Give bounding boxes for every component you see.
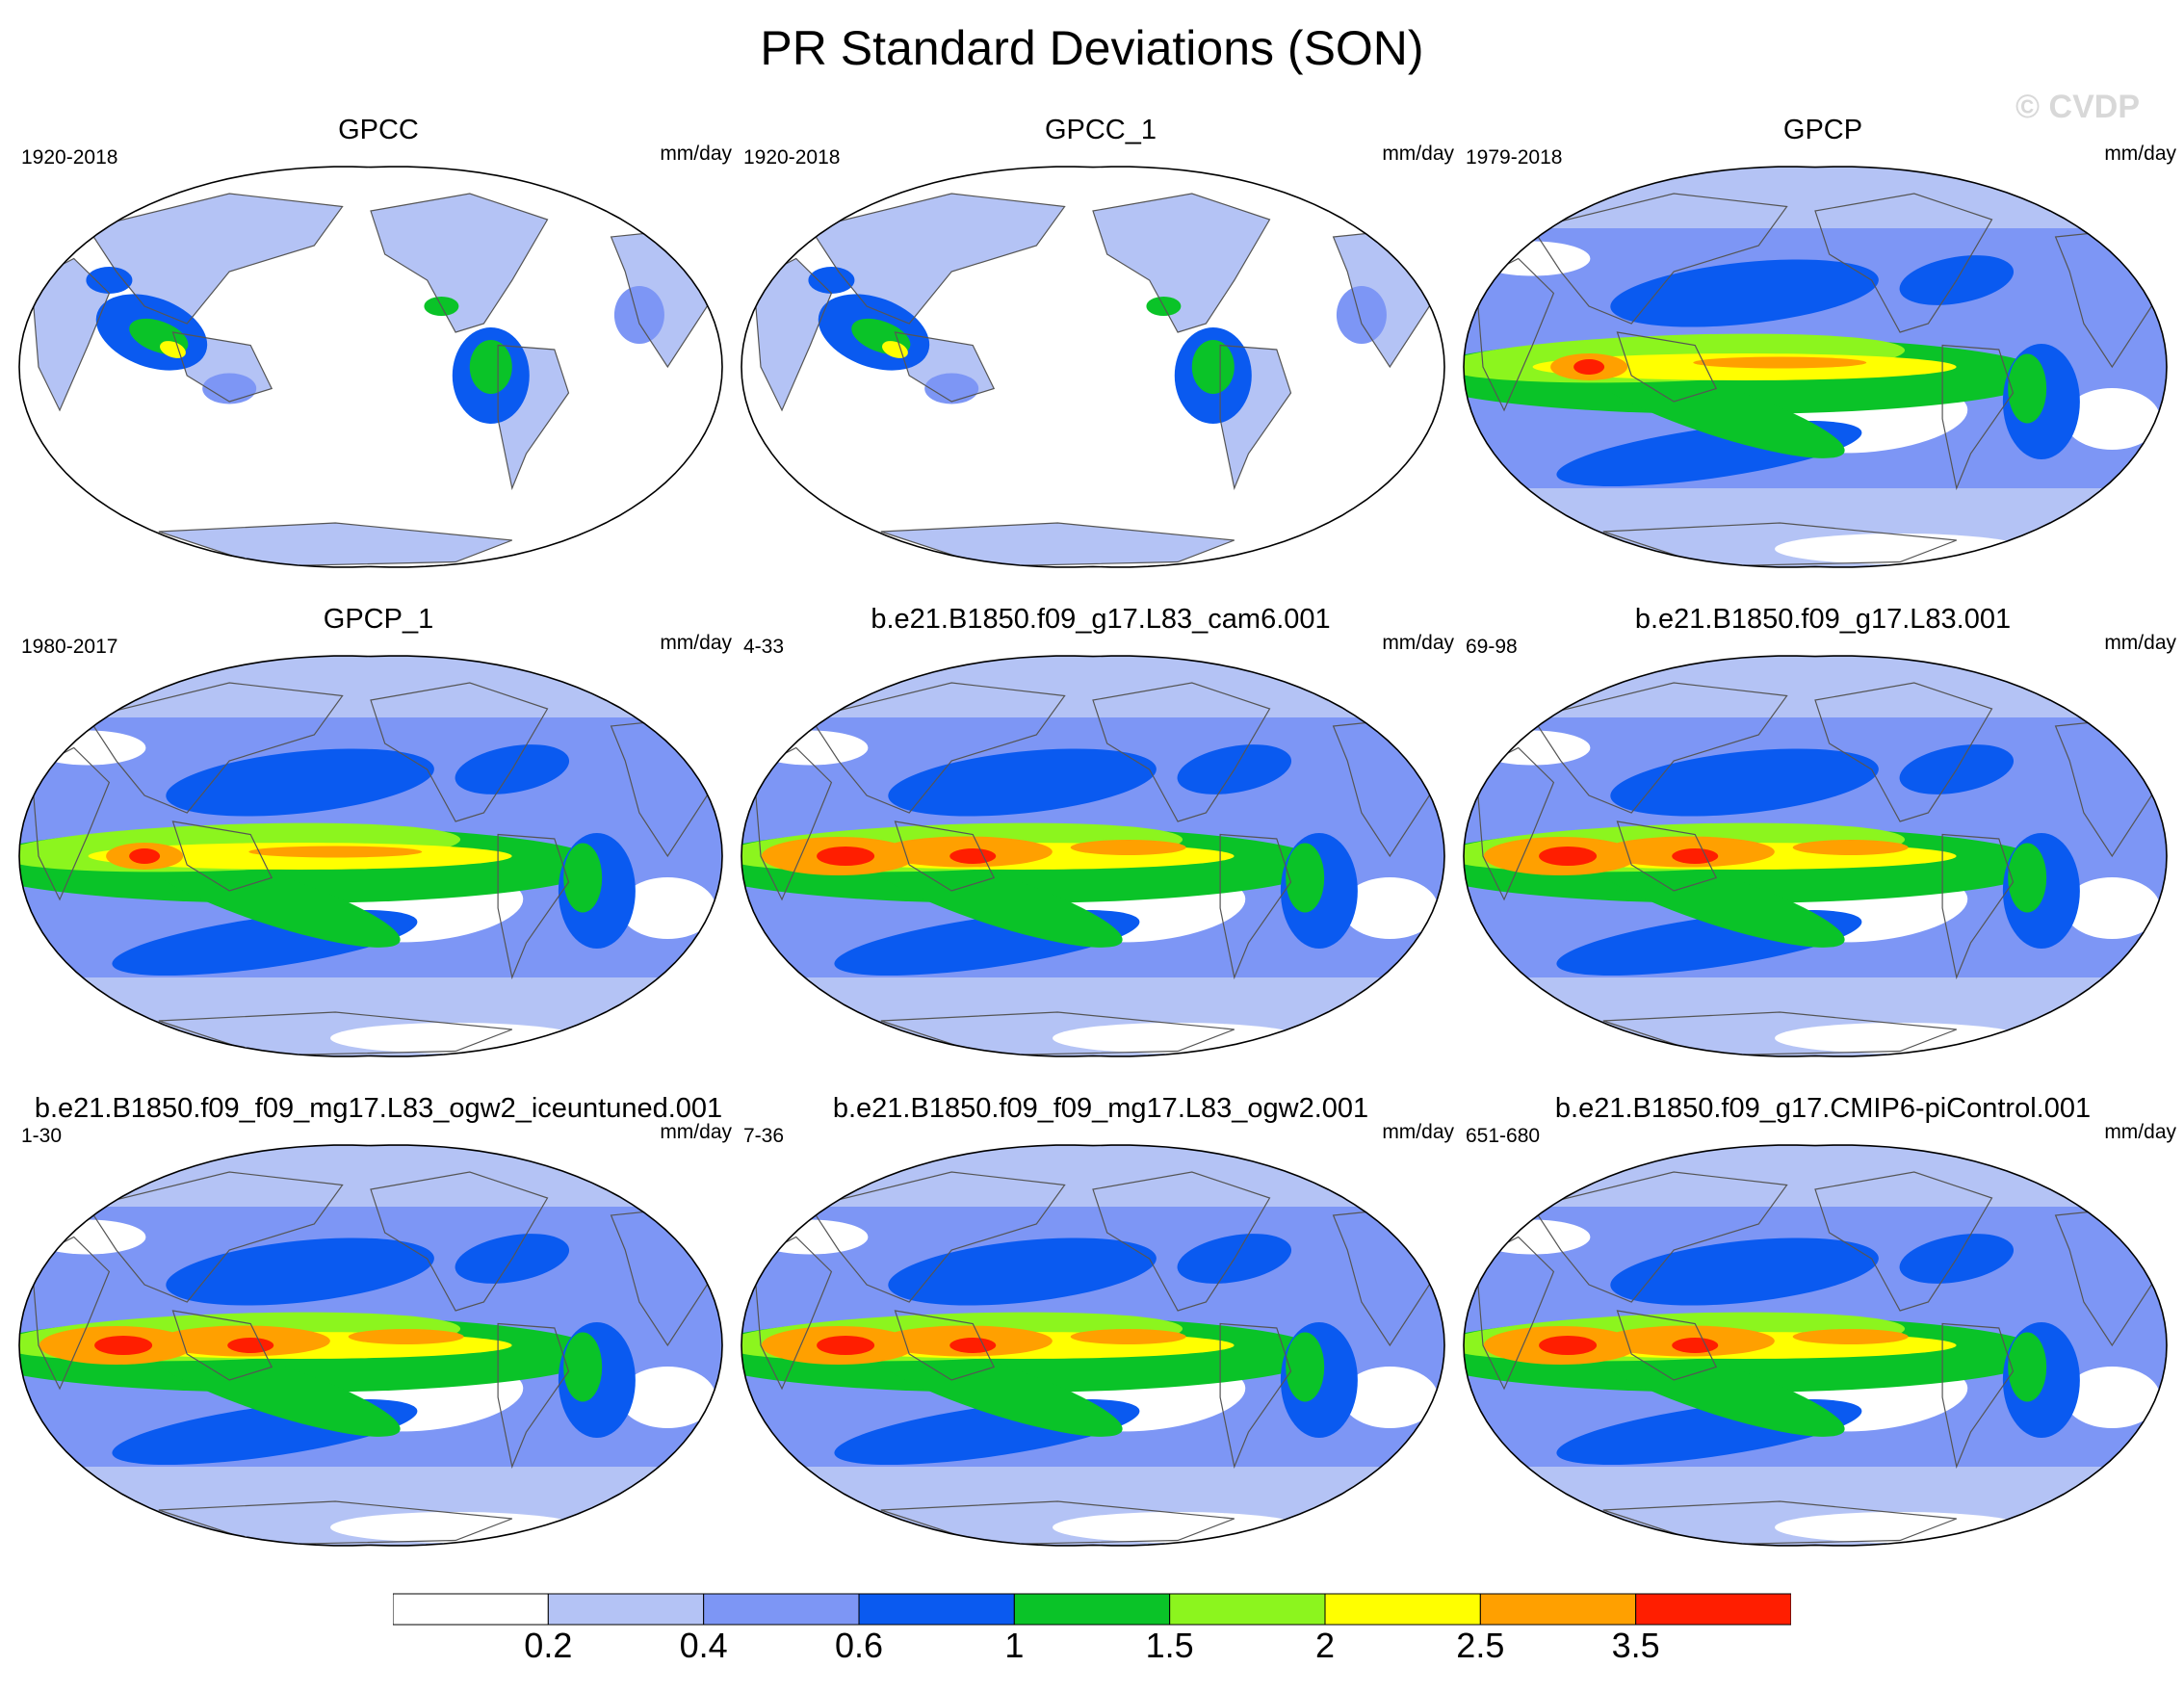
precip-map xyxy=(1463,655,2168,1057)
colorbar-label: 1.5 xyxy=(1145,1626,1194,1665)
colorbar-label: 2 xyxy=(1314,1626,1336,1665)
precip-map xyxy=(1463,166,2168,568)
colorbar-label: 1 xyxy=(1004,1626,1025,1665)
panel-units: mm/day xyxy=(660,1121,732,1143)
panel-title: b.e21.B1850.f09_f09_mg17.L83_ogw2.001 xyxy=(832,1093,1369,1124)
cvdp-watermark: © CVDP xyxy=(2015,89,2140,125)
colorbar-swatch xyxy=(1479,1593,1637,1626)
panel-units: mm/day xyxy=(660,632,732,654)
precip-map xyxy=(741,166,1445,568)
colorbar-swatch xyxy=(547,1593,705,1626)
colorbar-swatch xyxy=(1635,1593,1791,1626)
precip-map xyxy=(18,655,723,1057)
map-panel: b.e21.B1850.f09_g17.L83_cam6.001 4-33 mm/d… xyxy=(740,603,1462,1084)
colorbar-swatch xyxy=(1324,1593,1481,1626)
map-panel: GPCP_1 1980-2017 mm/day xyxy=(17,603,740,1084)
panel-units: mm/day xyxy=(2104,143,2176,165)
panel-years: 4-33 xyxy=(743,636,785,658)
panel-years: 1920-2018 xyxy=(21,146,118,169)
map-panel: GPCP 1979-2018 mm/day xyxy=(1462,114,2184,595)
map-panel: GPCC_1 1920-2018 mm/day xyxy=(740,114,1462,595)
panel-years: 1980-2017 xyxy=(21,636,118,658)
panel-years: 7-36 xyxy=(743,1125,785,1147)
colorbar-label: 0.2 xyxy=(524,1626,573,1665)
panel-years: 651-680 xyxy=(1466,1125,1541,1147)
panel-title: GPCC xyxy=(338,115,419,145)
precip-map xyxy=(1463,1144,2168,1547)
panel-title: GPCP_1 xyxy=(323,604,434,635)
panel-title: b.e21.B1850.f09_g17.L83.001 xyxy=(1634,604,2012,635)
panel-title: GPCP xyxy=(1782,115,1863,145)
map-panel: GPCC 1920-2018 mm/day xyxy=(17,114,740,595)
panel-units: mm/day xyxy=(1382,143,1454,165)
panel-title: b.e21.B1850.f09_f09_mg17.L83_ogw2_iceunt… xyxy=(34,1093,723,1124)
panel-title: b.e21.B1850.f09_g17.CMIP6-piControl.001 xyxy=(1554,1093,2092,1124)
map-panel: b.e21.B1850.f09_g17.L83.001 69-98 mm/day xyxy=(1462,603,2184,1084)
panel-title: GPCC_1 xyxy=(1044,115,1157,145)
colorbar-swatch xyxy=(393,1593,549,1626)
panel-units: mm/day xyxy=(660,143,732,165)
colorbar-label: 3.5 xyxy=(1611,1626,1660,1665)
panel-years: 1-30 xyxy=(21,1125,63,1147)
panel-units: mm/day xyxy=(1382,632,1454,654)
colorbar-label: 0.4 xyxy=(679,1626,728,1665)
colorbar-swatch xyxy=(1013,1593,1171,1626)
panel-units: mm/day xyxy=(2104,632,2176,654)
precip-map xyxy=(741,655,1445,1057)
colorbar-label: 2.5 xyxy=(1456,1626,1505,1665)
precip-map xyxy=(741,1144,1445,1547)
precip-map xyxy=(18,166,723,568)
panel-years: 1979-2018 xyxy=(1466,146,1563,169)
colorbar-swatch xyxy=(1169,1593,1326,1626)
figure-title: PR Standard Deviations (SON) xyxy=(760,21,1424,75)
colorbar-swatch xyxy=(703,1593,860,1626)
colorbar xyxy=(393,1593,1791,1626)
precip-map xyxy=(18,1144,723,1547)
colorbar-swatch xyxy=(858,1593,1015,1626)
panel-title: b.e21.B1850.f09_g17.L83_cam6.001 xyxy=(871,604,1331,635)
panel-years: 1920-2018 xyxy=(743,146,841,169)
panel-units: mm/day xyxy=(2104,1121,2176,1143)
panel-units: mm/day xyxy=(1382,1121,1454,1143)
map-panel: b.e21.B1850.f09_f09_mg17.L83_ogw2_iceunt… xyxy=(17,1092,740,1574)
map-panel: b.e21.B1850.f09_f09_mg17.L83_ogw2.001 7-3… xyxy=(740,1092,1462,1574)
map-panel: b.e21.B1850.f09_g17.CMIP6-piControl.001 6… xyxy=(1462,1092,2184,1574)
panel-years: 69-98 xyxy=(1466,636,1518,658)
colorbar-label: 0.6 xyxy=(834,1626,884,1665)
